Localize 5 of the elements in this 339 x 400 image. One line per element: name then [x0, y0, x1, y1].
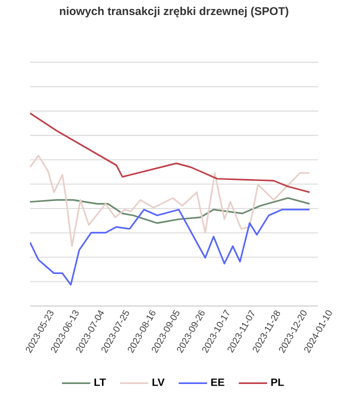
legend-label: LV: [152, 378, 165, 386]
legend-label: EE: [211, 378, 224, 386]
legend-label: LT: [94, 378, 106, 386]
chart-title: niowych transakcji zrębki drzewnej (SPOT): [60, 6, 288, 18]
legend-label: PL: [271, 378, 284, 386]
